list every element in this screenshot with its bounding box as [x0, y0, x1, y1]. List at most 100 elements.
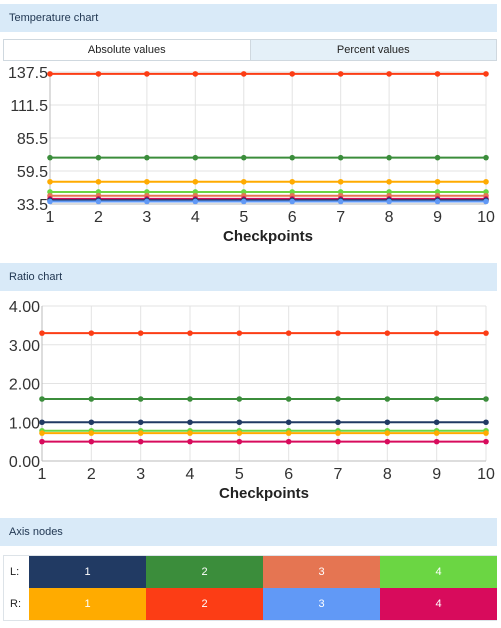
temperature-chart: 137.5 111.5 85.5 59.5 33.51 2 3 4 5 6 7 8 9 10 Checkpo… — [8, 65, 495, 245]
data-point — [433, 430, 440, 436]
y-tick-label: 59.5 — [17, 164, 48, 181]
data-point — [236, 419, 243, 426]
data-point — [240, 154, 247, 161]
data-point — [433, 396, 440, 402]
data-point — [386, 198, 392, 205]
data-point — [187, 419, 193, 426]
y-tick-label: 2.00 — [9, 377, 40, 394]
left-node-3[interactable]: 3 — [263, 556, 380, 588]
x-tick-label: 5 — [239, 209, 248, 226]
left-node-4[interactable]: 4 — [380, 556, 497, 588]
data-point — [95, 154, 102, 161]
x-tick-label: 4 — [186, 466, 195, 483]
data-point — [433, 330, 440, 336]
data-point — [144, 198, 150, 205]
data-point — [236, 330, 243, 336]
tab-absolute-values[interactable]: Absolute values — [4, 40, 250, 60]
tab-percent-values[interactable]: Percent values — [249, 40, 496, 60]
data-point — [47, 178, 53, 185]
x-tick-label: 7 — [334, 466, 343, 483]
x-tick-label: 4 — [191, 209, 200, 226]
data-point — [335, 396, 341, 402]
data-point — [137, 430, 144, 436]
data-point — [434, 178, 441, 185]
data-point — [384, 330, 391, 336]
x-tick-label: 8 — [385, 209, 394, 226]
axis-nodes-header: Axis nodes — [0, 518, 497, 546]
data-point — [187, 396, 193, 402]
data-point — [384, 419, 391, 426]
right-node-2[interactable]: 2 — [146, 588, 263, 620]
y-tick-label: 4.00 — [9, 299, 40, 316]
x-tick-label: 10 — [477, 466, 495, 483]
data-point — [483, 438, 489, 445]
x-axis-title: Checkpoints — [223, 228, 313, 245]
data-point — [95, 198, 102, 205]
data-point — [289, 71, 296, 77]
data-point — [47, 198, 53, 205]
data-point — [192, 198, 199, 205]
data-point — [240, 198, 247, 205]
data-point — [337, 71, 344, 77]
data-point — [137, 438, 144, 445]
x-tick-label: 9 — [433, 209, 442, 226]
data-point — [434, 71, 441, 77]
x-tick-label: 3 — [142, 209, 151, 226]
y-tick-label: 3.00 — [9, 338, 40, 355]
data-point — [88, 438, 95, 445]
data-point — [386, 71, 392, 77]
data-point — [39, 330, 45, 336]
data-point — [39, 419, 45, 426]
data-point — [39, 430, 45, 436]
data-point — [236, 430, 243, 436]
ratio-chart: 4.00 3.00 2.00 1.00 0.001 2 3 4 5 6 7 8 9 10 Checkpoin… — [9, 299, 495, 502]
data-point — [88, 396, 95, 402]
data-point — [240, 178, 247, 185]
data-point — [384, 438, 391, 445]
right-node-1[interactable]: 1 — [29, 588, 146, 620]
data-point — [289, 178, 296, 185]
left-axis-label: L: — [10, 566, 20, 578]
data-point — [236, 396, 243, 402]
data-point — [95, 178, 102, 185]
right-node-3[interactable]: 3 — [263, 588, 380, 620]
data-point — [335, 419, 341, 426]
data-point — [187, 438, 193, 445]
data-point — [335, 438, 341, 445]
ratio-chart-title: Ratio chart — [9, 271, 63, 283]
data-point — [384, 430, 391, 436]
data-point — [144, 71, 150, 77]
data-point — [386, 178, 392, 185]
data-point — [187, 430, 193, 436]
data-point — [433, 419, 440, 426]
y-tick-label: 33.5 — [17, 197, 48, 214]
data-point — [285, 330, 292, 336]
data-point — [434, 198, 441, 205]
data-point — [337, 198, 344, 205]
left-node-1[interactable]: 1 — [29, 556, 146, 588]
data-point — [337, 154, 344, 161]
data-point — [144, 178, 150, 185]
data-point — [137, 330, 144, 336]
data-point — [144, 154, 150, 161]
y-tick-label: 1.00 — [9, 415, 40, 432]
x-tick-label: 10 — [477, 209, 495, 226]
right-axis-row: R: 1 2 3 4 — [4, 588, 498, 620]
data-point — [434, 154, 441, 161]
temperature-chart-header: Temperature chart — [0, 4, 497, 32]
left-node-2[interactable]: 2 — [146, 556, 263, 588]
data-point — [39, 438, 45, 445]
data-point — [483, 330, 489, 336]
x-tick-label: 2 — [94, 209, 103, 226]
right-node-4[interactable]: 4 — [380, 588, 497, 620]
data-point — [285, 396, 292, 402]
data-point — [88, 419, 95, 426]
data-point — [187, 330, 193, 336]
data-point — [433, 438, 440, 445]
data-point — [483, 430, 489, 436]
data-point — [88, 430, 95, 436]
y-tick-label: 0.00 — [9, 454, 40, 471]
data-point — [483, 71, 489, 77]
data-point — [483, 419, 489, 426]
data-point — [137, 419, 144, 426]
